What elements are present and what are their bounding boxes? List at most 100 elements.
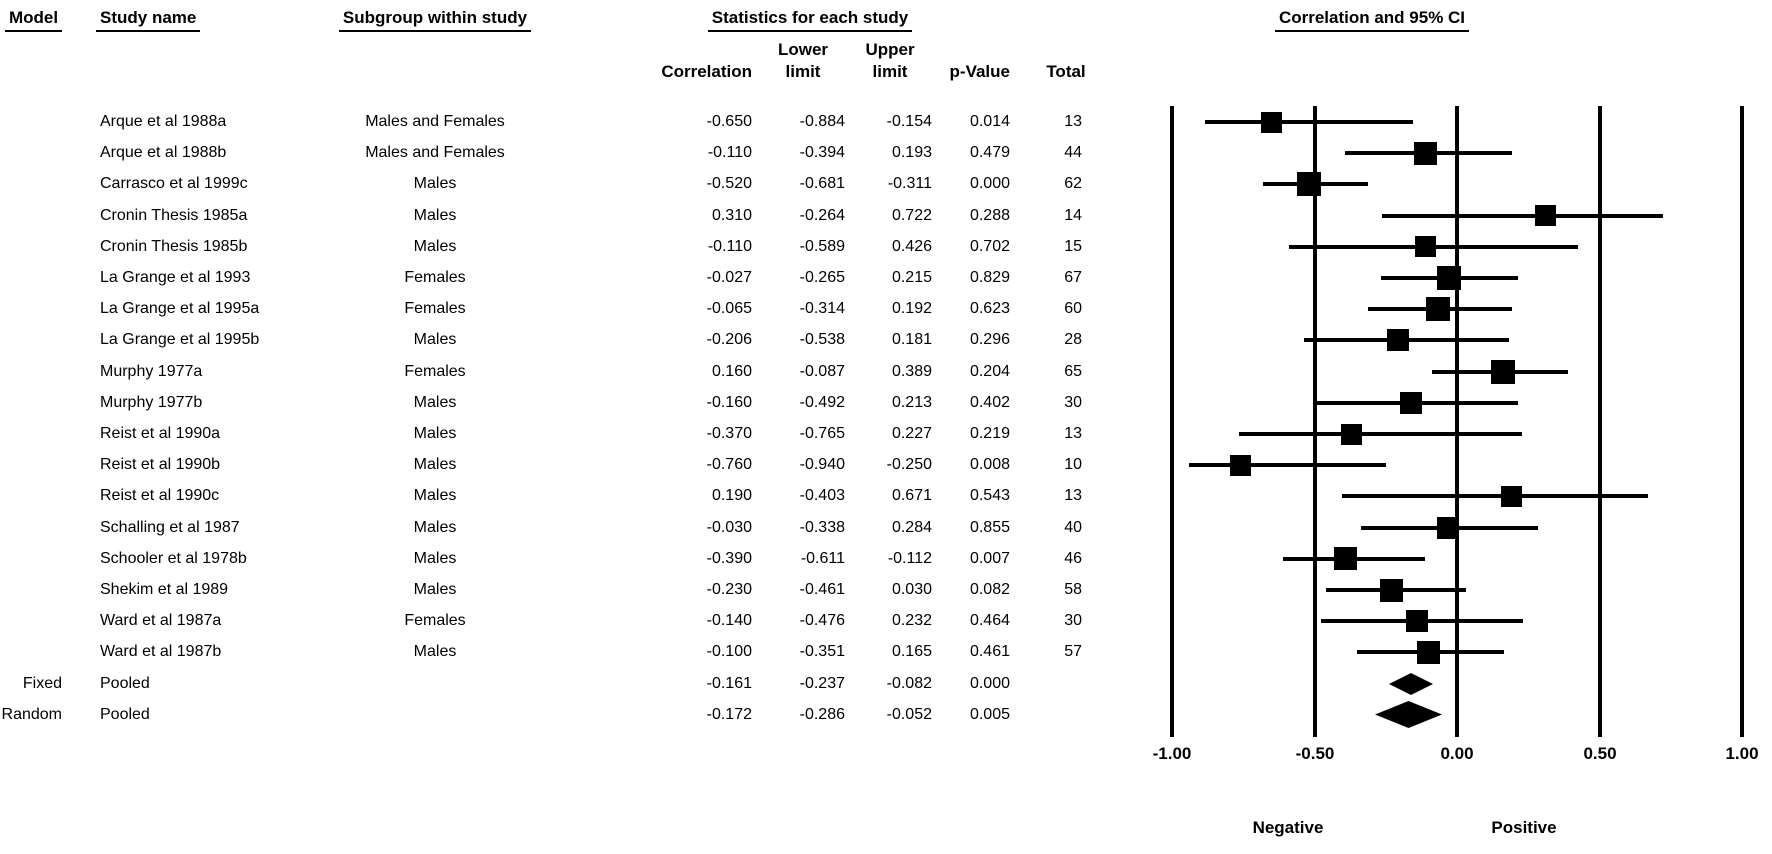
ci-line [1189,463,1386,467]
effect-square [1341,424,1362,445]
cell-subgroup: Males and Females [365,113,505,130]
cell-study: Cronin Thesis 1985b [100,238,248,255]
cell-lower: -0.940 [799,456,845,473]
effect-square [1417,641,1440,664]
cell-study: La Grange et al 1995a [100,300,260,317]
cell-subgroup: Males [413,643,457,660]
ci-line [1382,214,1663,218]
cell-lower: -0.681 [799,175,845,192]
cell-lower: -0.265 [799,269,845,286]
cell-lower: -0.264 [799,207,845,224]
cell-total: 57 [1064,643,1082,660]
cell-total: 62 [1064,175,1082,192]
cell-total: 13 [1064,487,1082,504]
cell-lower: -0.314 [799,300,845,317]
negative-direction-label: Negative [1252,818,1324,837]
cell-lower: -0.087 [799,363,845,380]
upper-limit-header-line2: limit [872,62,908,81]
cell-study: Reist et al 1990a [100,425,221,442]
cell-lower: -0.237 [799,675,845,692]
cell-upper: 0.213 [891,394,932,411]
correlation-header: Correlation [661,62,752,81]
cell-p-value: 0.005 [969,706,1010,723]
cell-p-value: 0.000 [969,675,1010,692]
cell-p-value: 0.702 [969,238,1010,255]
cell-correlation: 0.310 [711,207,752,224]
cell-subgroup: Males and Females [365,144,505,161]
cell-total: 30 [1064,612,1082,629]
cell-p-value: 0.461 [969,643,1010,660]
axis-tick-label: 1.00 [1725,744,1759,763]
cell-correlation: -0.206 [706,331,752,348]
effect-square [1414,142,1437,165]
cell-total: 46 [1064,550,1082,567]
cell-total: 60 [1064,300,1082,317]
cell-lower: -0.765 [799,425,845,442]
cell-study: La Grange et al 1995b [100,331,260,348]
cell-p-value: 0.288 [969,207,1010,224]
cell-upper: 0.215 [891,269,932,286]
cell-correlation: -0.030 [706,519,752,536]
effect-square [1400,392,1422,414]
cell-p-value: 0.464 [969,612,1010,629]
pooled-diamond-fixed [1389,673,1433,695]
cell-study: Arque et al 1988b [100,144,227,161]
cell-p-value: 0.543 [969,487,1010,504]
cell-correlation: -0.172 [706,706,752,723]
cell-p-value: 0.296 [969,331,1010,348]
cell-subgroup: Males [413,425,457,442]
cell-correlation: -0.140 [706,612,752,629]
cell-correlation: -0.110 [707,238,752,255]
cell-correlation: 0.160 [711,363,752,380]
cell-lower: -0.338 [799,519,845,536]
cell-lower: -0.286 [799,706,845,723]
cell-p-value: 0.204 [969,363,1010,380]
cell-p-value: 0.007 [969,550,1010,567]
cell-study: Schalling et al 1987 [100,519,240,536]
cell-study: Shekim et al 1989 [100,581,229,598]
cell-p-value: 0.855 [969,519,1010,536]
cell-correlation: 0.190 [711,487,752,504]
cell-upper: -0.154 [886,113,932,130]
cell-correlation: -0.110 [707,144,752,161]
effect-square [1437,266,1461,290]
cell-study: Pooled [100,706,150,723]
cell-subgroup: Females [404,300,466,317]
cell-subgroup: Males [413,550,457,567]
cell-study: Pooled [100,675,150,692]
cell-correlation: -0.161 [706,675,752,692]
cell-subgroup: Females [404,612,466,629]
cell-lower: -0.884 [799,113,845,130]
model-column-header: Model [5,8,63,32]
cell-upper: 0.284 [891,519,932,536]
cell-subgroup: Males [413,238,457,255]
cell-subgroup: Females [404,269,466,286]
cell-study: La Grange et al 1993 [100,269,251,286]
model-column-header-text: Model [5,8,63,32]
cell-total: 10 [1064,456,1082,473]
cell-correlation: -0.230 [706,581,752,598]
cell-upper: -0.052 [886,706,932,723]
cell-lower: -0.351 [799,643,845,660]
cell-p-value: 0.000 [969,175,1010,192]
cell-study: Ward et al 1987a [100,612,222,629]
cell-p-value: 0.829 [969,269,1010,286]
ci-line [1239,432,1522,436]
cell-subgroup: Females [404,363,466,380]
subgroup-column-header: Subgroup within study [318,8,552,32]
cell-upper: 0.722 [891,207,932,224]
cell-study: Cronin Thesis 1985a [100,207,248,224]
plot-gridline [1170,106,1174,737]
cell-study: Carrasco et al 1999c [100,175,248,192]
effect-square [1426,297,1450,321]
axis-tick-label: 0.50 [1583,744,1617,763]
cell-total: 15 [1064,238,1082,255]
effect-square [1501,486,1522,507]
cell-lower: -0.611 [800,550,845,567]
cell-p-value: 0.008 [969,456,1010,473]
cell-subgroup: Males [413,581,457,598]
ci-line [1205,120,1413,124]
cell-study: Schooler et al 1978b [100,550,247,567]
cell-lower: -0.492 [799,394,845,411]
pooled-diamond-random [1375,701,1442,728]
